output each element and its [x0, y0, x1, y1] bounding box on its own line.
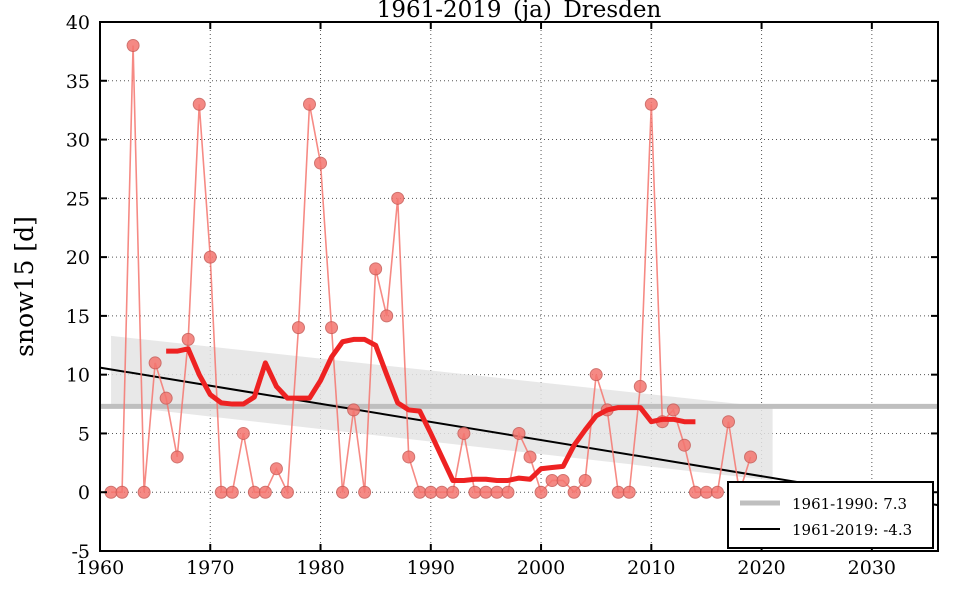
- data-point: [369, 262, 383, 276]
- data-point: [413, 485, 427, 499]
- data-point: [247, 485, 261, 499]
- data-point: [666, 403, 680, 417]
- legend: 1961-1990: 7.3 1961-2019: -4.3: [727, 481, 934, 549]
- data-point: [280, 485, 294, 499]
- data-point: [556, 473, 570, 487]
- x-tick-label: 1980: [296, 557, 344, 579]
- data-point: [567, 485, 581, 499]
- x-tick-label: 2030: [848, 557, 896, 579]
- data-point: [710, 485, 724, 499]
- data-point: [402, 450, 416, 464]
- data-point: [633, 379, 647, 393]
- x-tick-label: 1970: [186, 557, 234, 579]
- data-point: [622, 485, 636, 499]
- data-point: [291, 321, 305, 335]
- data-point: [269, 462, 283, 476]
- data-point: [490, 485, 504, 499]
- legend-label: 1961-1990: 7.3: [792, 495, 907, 513]
- data-point: [677, 438, 691, 452]
- data-point: [336, 485, 350, 499]
- data-point: [325, 321, 339, 335]
- x-tick-label: 2000: [517, 557, 565, 579]
- data-point: [722, 415, 735, 429]
- data-point: [137, 485, 151, 499]
- y-tick-label: 35: [66, 71, 90, 93]
- data-point: [314, 156, 328, 170]
- x-tick-label: 2010: [627, 557, 675, 579]
- data-point: [424, 485, 438, 499]
- y-axis-label: snow15 [d]: [10, 216, 39, 357]
- data-point: [699, 485, 713, 499]
- data-point: [181, 332, 195, 346]
- data-point: [457, 426, 471, 440]
- data-point: [115, 485, 129, 499]
- data-point: [479, 485, 493, 499]
- data-point: [534, 485, 548, 499]
- data-point: [236, 426, 250, 440]
- data-point: [347, 403, 361, 417]
- series-smoothed: [166, 336, 696, 483]
- y-tick-label: 25: [66, 188, 90, 210]
- y-tick-label: 0: [78, 482, 90, 504]
- data-point: [192, 97, 206, 111]
- y-tick-label: -5: [71, 541, 90, 563]
- y-tick-label: 10: [66, 365, 90, 387]
- data-point: [358, 485, 372, 499]
- data-point: [578, 473, 592, 487]
- series-annual: [104, 39, 758, 499]
- data-point: [545, 473, 559, 487]
- data-point: [380, 309, 394, 323]
- data-point: [170, 450, 184, 464]
- data-point: [214, 485, 228, 499]
- data-point: [159, 391, 173, 405]
- y-tick-label: 30: [66, 130, 90, 152]
- legend-label: 1961-2019: -4.3: [792, 521, 912, 539]
- plot-frame: [99, 21, 939, 552]
- y-tick-label: 5: [78, 423, 90, 445]
- data-point: [611, 485, 625, 499]
- data-point: [446, 485, 460, 499]
- smoothed-line: [166, 336, 696, 483]
- x-tick-label: 2020: [737, 557, 785, 579]
- data-point: [303, 97, 316, 111]
- y-tick-label: 15: [66, 306, 90, 328]
- data-point: [644, 97, 658, 111]
- data-point: [589, 368, 603, 382]
- data-point: [148, 356, 162, 370]
- x-tick-label: 1960: [76, 557, 124, 579]
- data-point: [203, 250, 217, 264]
- data-point: [523, 450, 537, 464]
- data-point: [501, 485, 515, 499]
- data-point: [126, 39, 140, 53]
- data-point: [512, 426, 526, 440]
- data-point: [468, 485, 482, 499]
- data-point: [258, 485, 272, 499]
- x-tick-label: 1990: [407, 557, 455, 579]
- data-point: [688, 485, 702, 499]
- data-point: [391, 191, 405, 205]
- data-point: [435, 485, 449, 499]
- y-tick-label: 40: [66, 12, 90, 34]
- legend-box: [727, 481, 934, 549]
- plot-background: [100, 22, 938, 551]
- data-point: [744, 450, 758, 464]
- data-point: [225, 485, 239, 499]
- chart-title: 1961-2019_(ja)_Dresden: [377, 0, 662, 23]
- y-tick-label: 20: [66, 247, 90, 269]
